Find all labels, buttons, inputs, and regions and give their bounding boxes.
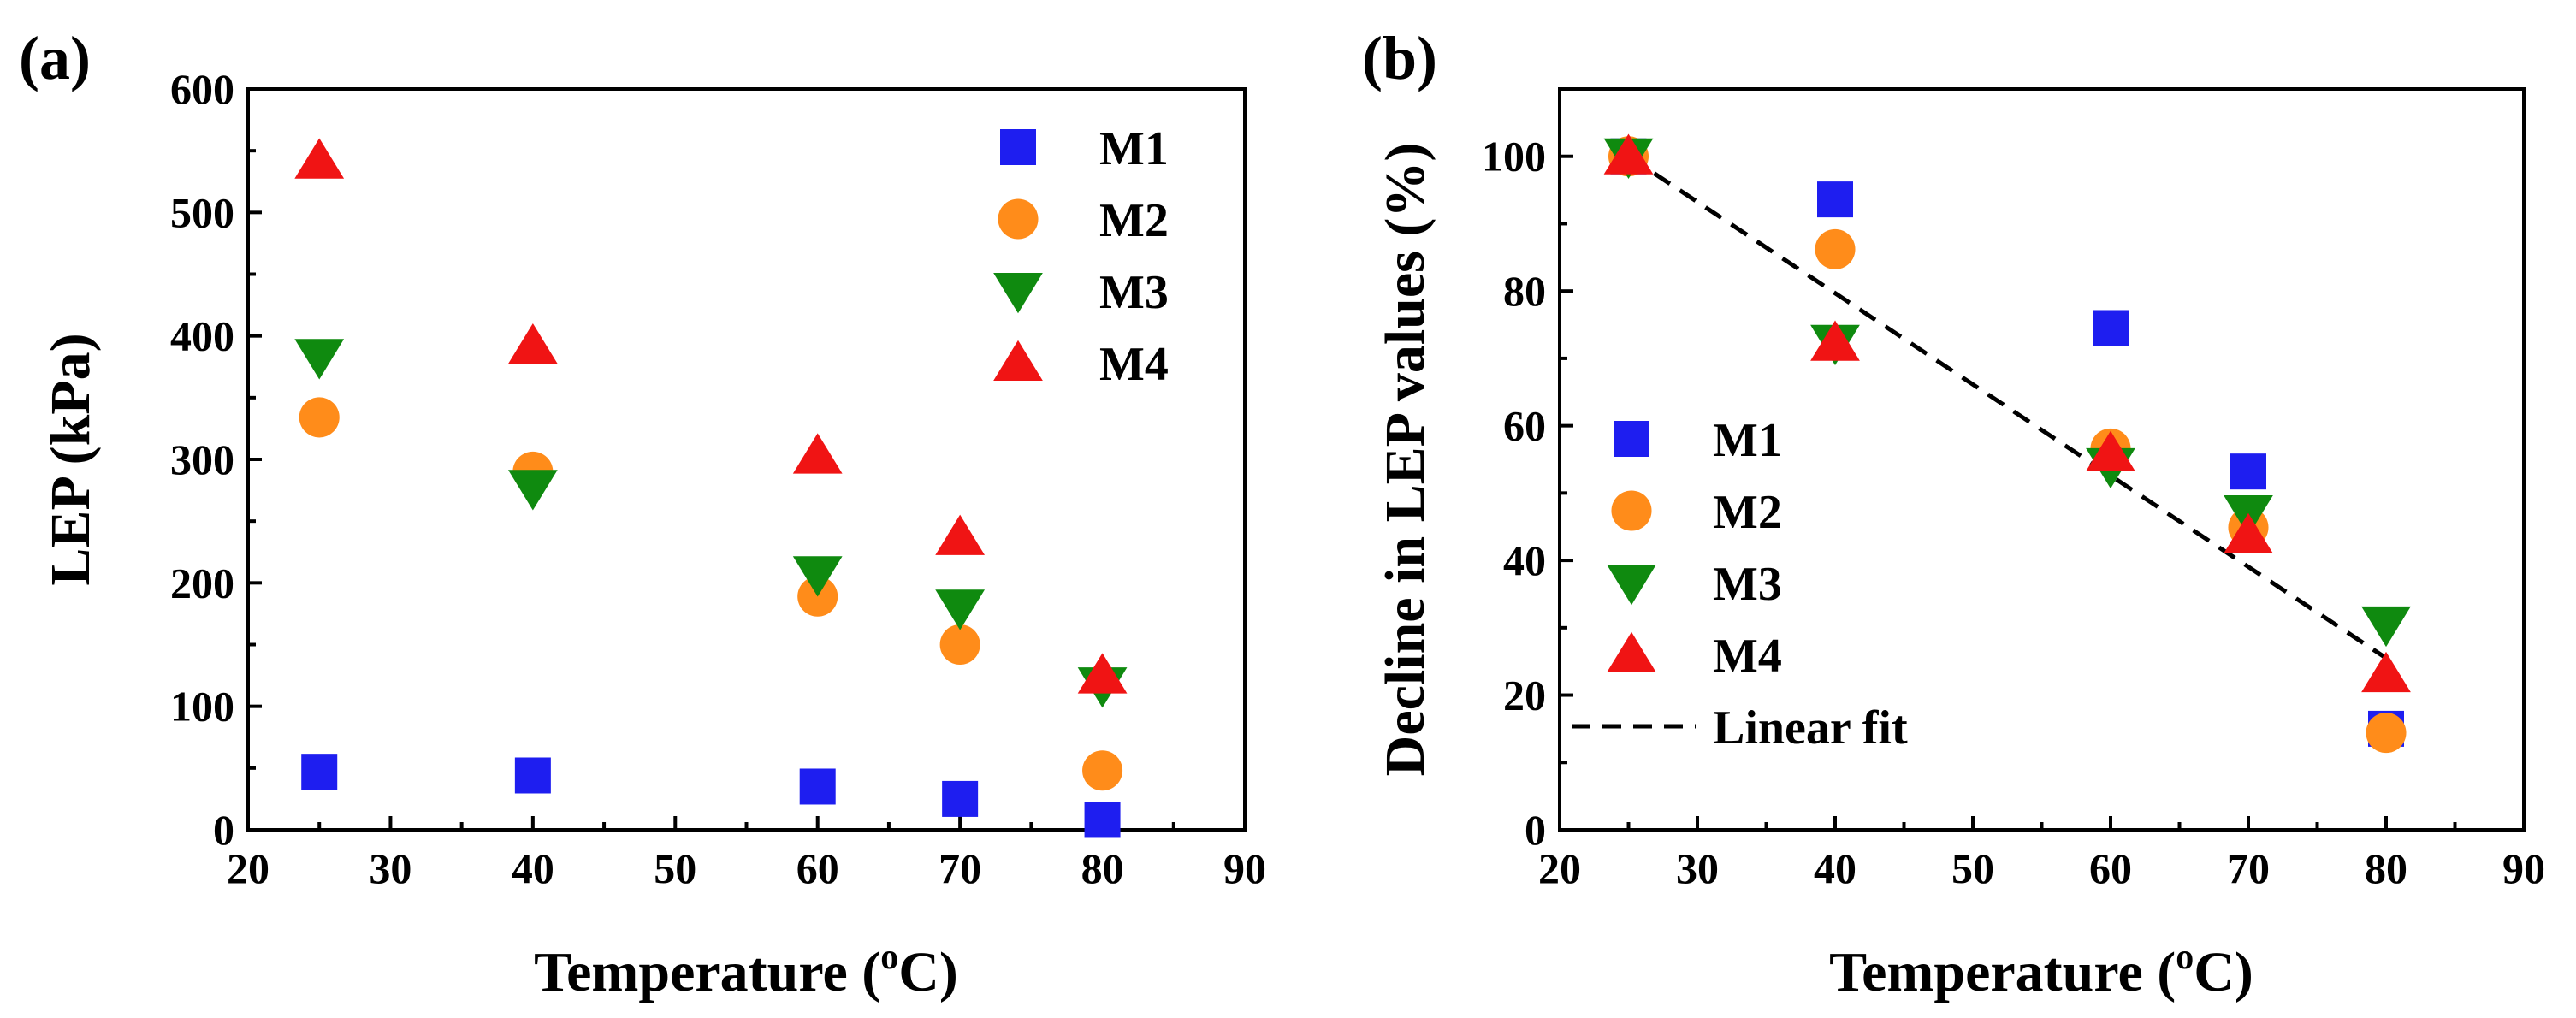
point-m2 [1082,750,1123,791]
point-m3 [2361,606,2411,648]
panel-a: (a) 20 30 40 50 60 70 80 900100200300400500600 … [19,24,1266,1003]
point-m2 [1815,228,1856,269]
x-tick-label: 80 [1081,844,1124,892]
panel-a-legend: M1 M2 M3 M4 [993,122,1169,391]
legend-marker-m3 [993,273,1043,314]
legend-label-m4: M4 [1099,338,1169,391]
panel-b-legend: M1 M2 M3 M4 Linear fit [1572,414,1908,755]
point-m3 [935,589,986,630]
panel-b-marks [1603,133,2411,754]
y-tick-label: 80 [1503,267,1546,315]
legend-label-m4: M4 [1713,630,1782,683]
x-tick-label: 20 [227,844,269,892]
x-tick-label: 70 [939,844,981,892]
point-m4 [2224,512,2273,553]
legend-label-m3: M3 [1099,266,1169,319]
point-m1 [1817,181,1853,218]
point-m4 [792,433,843,474]
point-m1 [514,757,551,794]
legend-marker-m4 [1607,631,1656,672]
panel-a-x-axis-title: Temperature (oC) [534,938,958,1003]
point-m3 [294,339,345,380]
x-tick-label: 20 [1538,844,1581,892]
legend-label-m1: M1 [1713,414,1782,467]
y-tick-label: 0 [213,806,234,854]
y-tick-label: 400 [170,312,234,360]
legend-label-m1: M1 [1099,122,1169,175]
y-tick-label: 0 [1525,806,1546,854]
x-tick-label: 50 [1951,844,1994,892]
legend-label-m3: M3 [1713,558,1782,611]
point-m1 [1084,802,1121,838]
linear-fit-line [1627,154,2388,660]
y-tick-label: 100 [170,683,234,731]
point-m2 [299,397,340,438]
legend-label-m2: M2 [1713,486,1782,539]
panel-b-label: (b) [1362,24,1437,92]
point-m4 [1077,653,1128,694]
point-m1 [2093,310,2129,346]
x-tick-label: 60 [2089,844,2132,892]
point-m1 [799,768,836,805]
panel-b-x-axis-title: Temperature (oC) [1829,938,2253,1003]
x-tick-label: 30 [369,844,412,892]
point-m4 [935,514,986,555]
x-tick-label: 70 [2227,844,2270,892]
x-tick-label: 90 [2502,844,2545,892]
point-m2 [2366,713,2407,754]
legend-marker-m2 [1611,490,1652,531]
x-tick-label: 40 [512,844,554,892]
x-tick-label: 60 [796,844,839,892]
legend-marker-m1 [1614,421,1649,457]
point-m4 [2086,430,2135,471]
point-m3 [792,556,843,597]
x-tick-label: 30 [1676,844,1719,892]
point-m1 [942,780,979,817]
point-m4 [1810,320,1860,361]
point-m4 [1603,133,1654,175]
x-tick-label: 80 [2365,844,2407,892]
legend-label-m2: M2 [1099,194,1169,247]
point-m4 [2361,651,2411,693]
legend-marker-m1 [1000,129,1036,165]
panel-a-y-axis-title: LEP (kPa) [39,333,102,585]
y-tick-label: 200 [170,559,234,607]
x-tick-label: 50 [654,844,696,892]
point-m4 [507,323,558,364]
legend-marker-m2 [998,198,1039,240]
x-tick-label: 90 [1223,844,1266,892]
point-m1 [2230,453,2266,490]
x-tick-label: 40 [1814,844,1856,892]
point-m2 [939,624,980,666]
legend-marker-m4 [993,340,1043,381]
y-tick-label: 500 [170,188,234,236]
panel-a-plot-frame [246,87,1247,832]
point-m1 [301,754,338,790]
point-m4 [294,138,345,179]
legend-label-linear-fit: Linear fit [1713,701,1908,755]
y-tick-label: 60 [1503,402,1546,450]
legend-marker-m3 [1607,565,1656,606]
y-tick-label: 600 [170,65,234,113]
y-tick-label: 40 [1503,536,1546,584]
y-tick-label: 20 [1503,672,1546,719]
point-m3 [507,470,558,511]
panel-b-y-axis-title: Decline in LEP values (%) [1374,143,1436,777]
panel-a-marks [294,138,1128,838]
y-tick-label: 100 [1482,133,1546,181]
y-tick-label: 300 [170,435,234,483]
panel-a-label: (a) [19,24,91,92]
panel-a-ticks: 20 30 40 50 60 70 80 90 0 100 200 300 400 500 600 [170,65,1266,892]
